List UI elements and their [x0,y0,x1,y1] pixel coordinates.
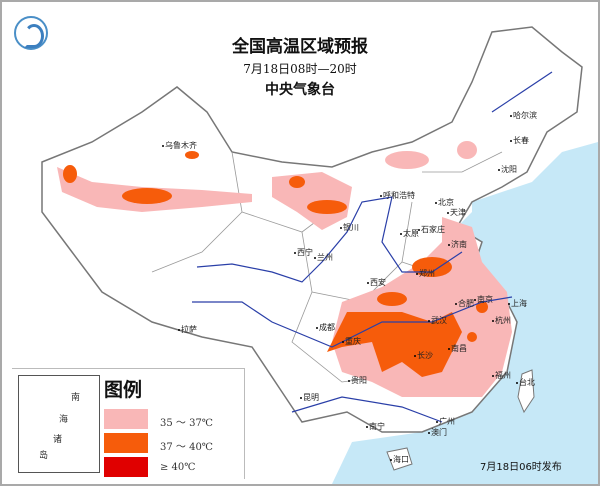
city-label: 兰州 [314,252,333,263]
city-label: 西安 [367,277,386,288]
city-label: 武汉 [428,315,447,326]
city-label: 济南 [448,239,467,250]
city-label: 台北 [516,377,535,388]
city-label: 长沙 [414,350,433,361]
south-china-sea-inset: 南 海 诸 岛 [18,375,100,473]
city-label: 成都 [316,322,335,333]
city-label: 沈阳 [498,164,517,175]
city-label: 杭州 [492,315,511,326]
city-label: 贵阳 [348,375,367,386]
city-label: 上海 [508,298,527,309]
city-label: 哈尔滨 [510,110,537,121]
city-label: 太原 [400,228,419,239]
forecast-period: 7月18日08时—20时 [243,62,357,76]
inset-label: 诸 [53,435,63,445]
city-label: 重庆 [342,336,361,347]
city-label: 昆明 [300,392,319,403]
city-label: 石家庄 [418,224,445,235]
city-label: 西宁 [294,247,313,258]
city-label: 天津 [447,207,466,218]
city-label: 呼和浩特 [380,190,415,201]
city-label: 南昌 [448,343,467,354]
legend-swatch-40-plus [104,457,148,477]
legend-swatch-35-37 [104,409,148,429]
city-label: 福州 [492,370,511,381]
city-label: 拉萨 [178,324,197,335]
issuer: 中央气象台 [265,82,335,98]
legend-label: 37 ～ 40℃ [160,442,213,453]
map-title: 全国高温区域预报 [232,37,368,57]
legend-swatch-37-40 [104,433,148,453]
legend-title: 图例 [104,379,143,401]
city-label: 南宁 [366,421,385,432]
city-label: 长春 [510,135,529,146]
city-label: 海口 [390,454,409,465]
inset-label: 岛 [39,451,49,461]
issue-time: 7月18日06时发布 [480,462,562,473]
legend-label: 35 ～ 37℃ [160,418,213,429]
city-label: 乌鲁木齐 [162,140,197,151]
legend: 南 海 诸 岛 图例 35 ～ 37℃ 37 ～ 40℃ ≥ 40℃ [12,368,245,479]
city-label: 银川 [340,222,359,233]
city-label: 合肥 [455,298,474,309]
city-label: 广州 [436,416,455,427]
legend-label: ≥ 40℃ [160,462,196,473]
cma-logo-icon [14,16,48,50]
city-label: 澳门 [428,427,447,438]
city-label: 北京 [435,197,454,208]
city-label: 郑州 [416,268,435,279]
inset-label: 海 [59,415,69,425]
inset-label: 南 [71,393,81,403]
city-label: 南京 [474,294,493,305]
